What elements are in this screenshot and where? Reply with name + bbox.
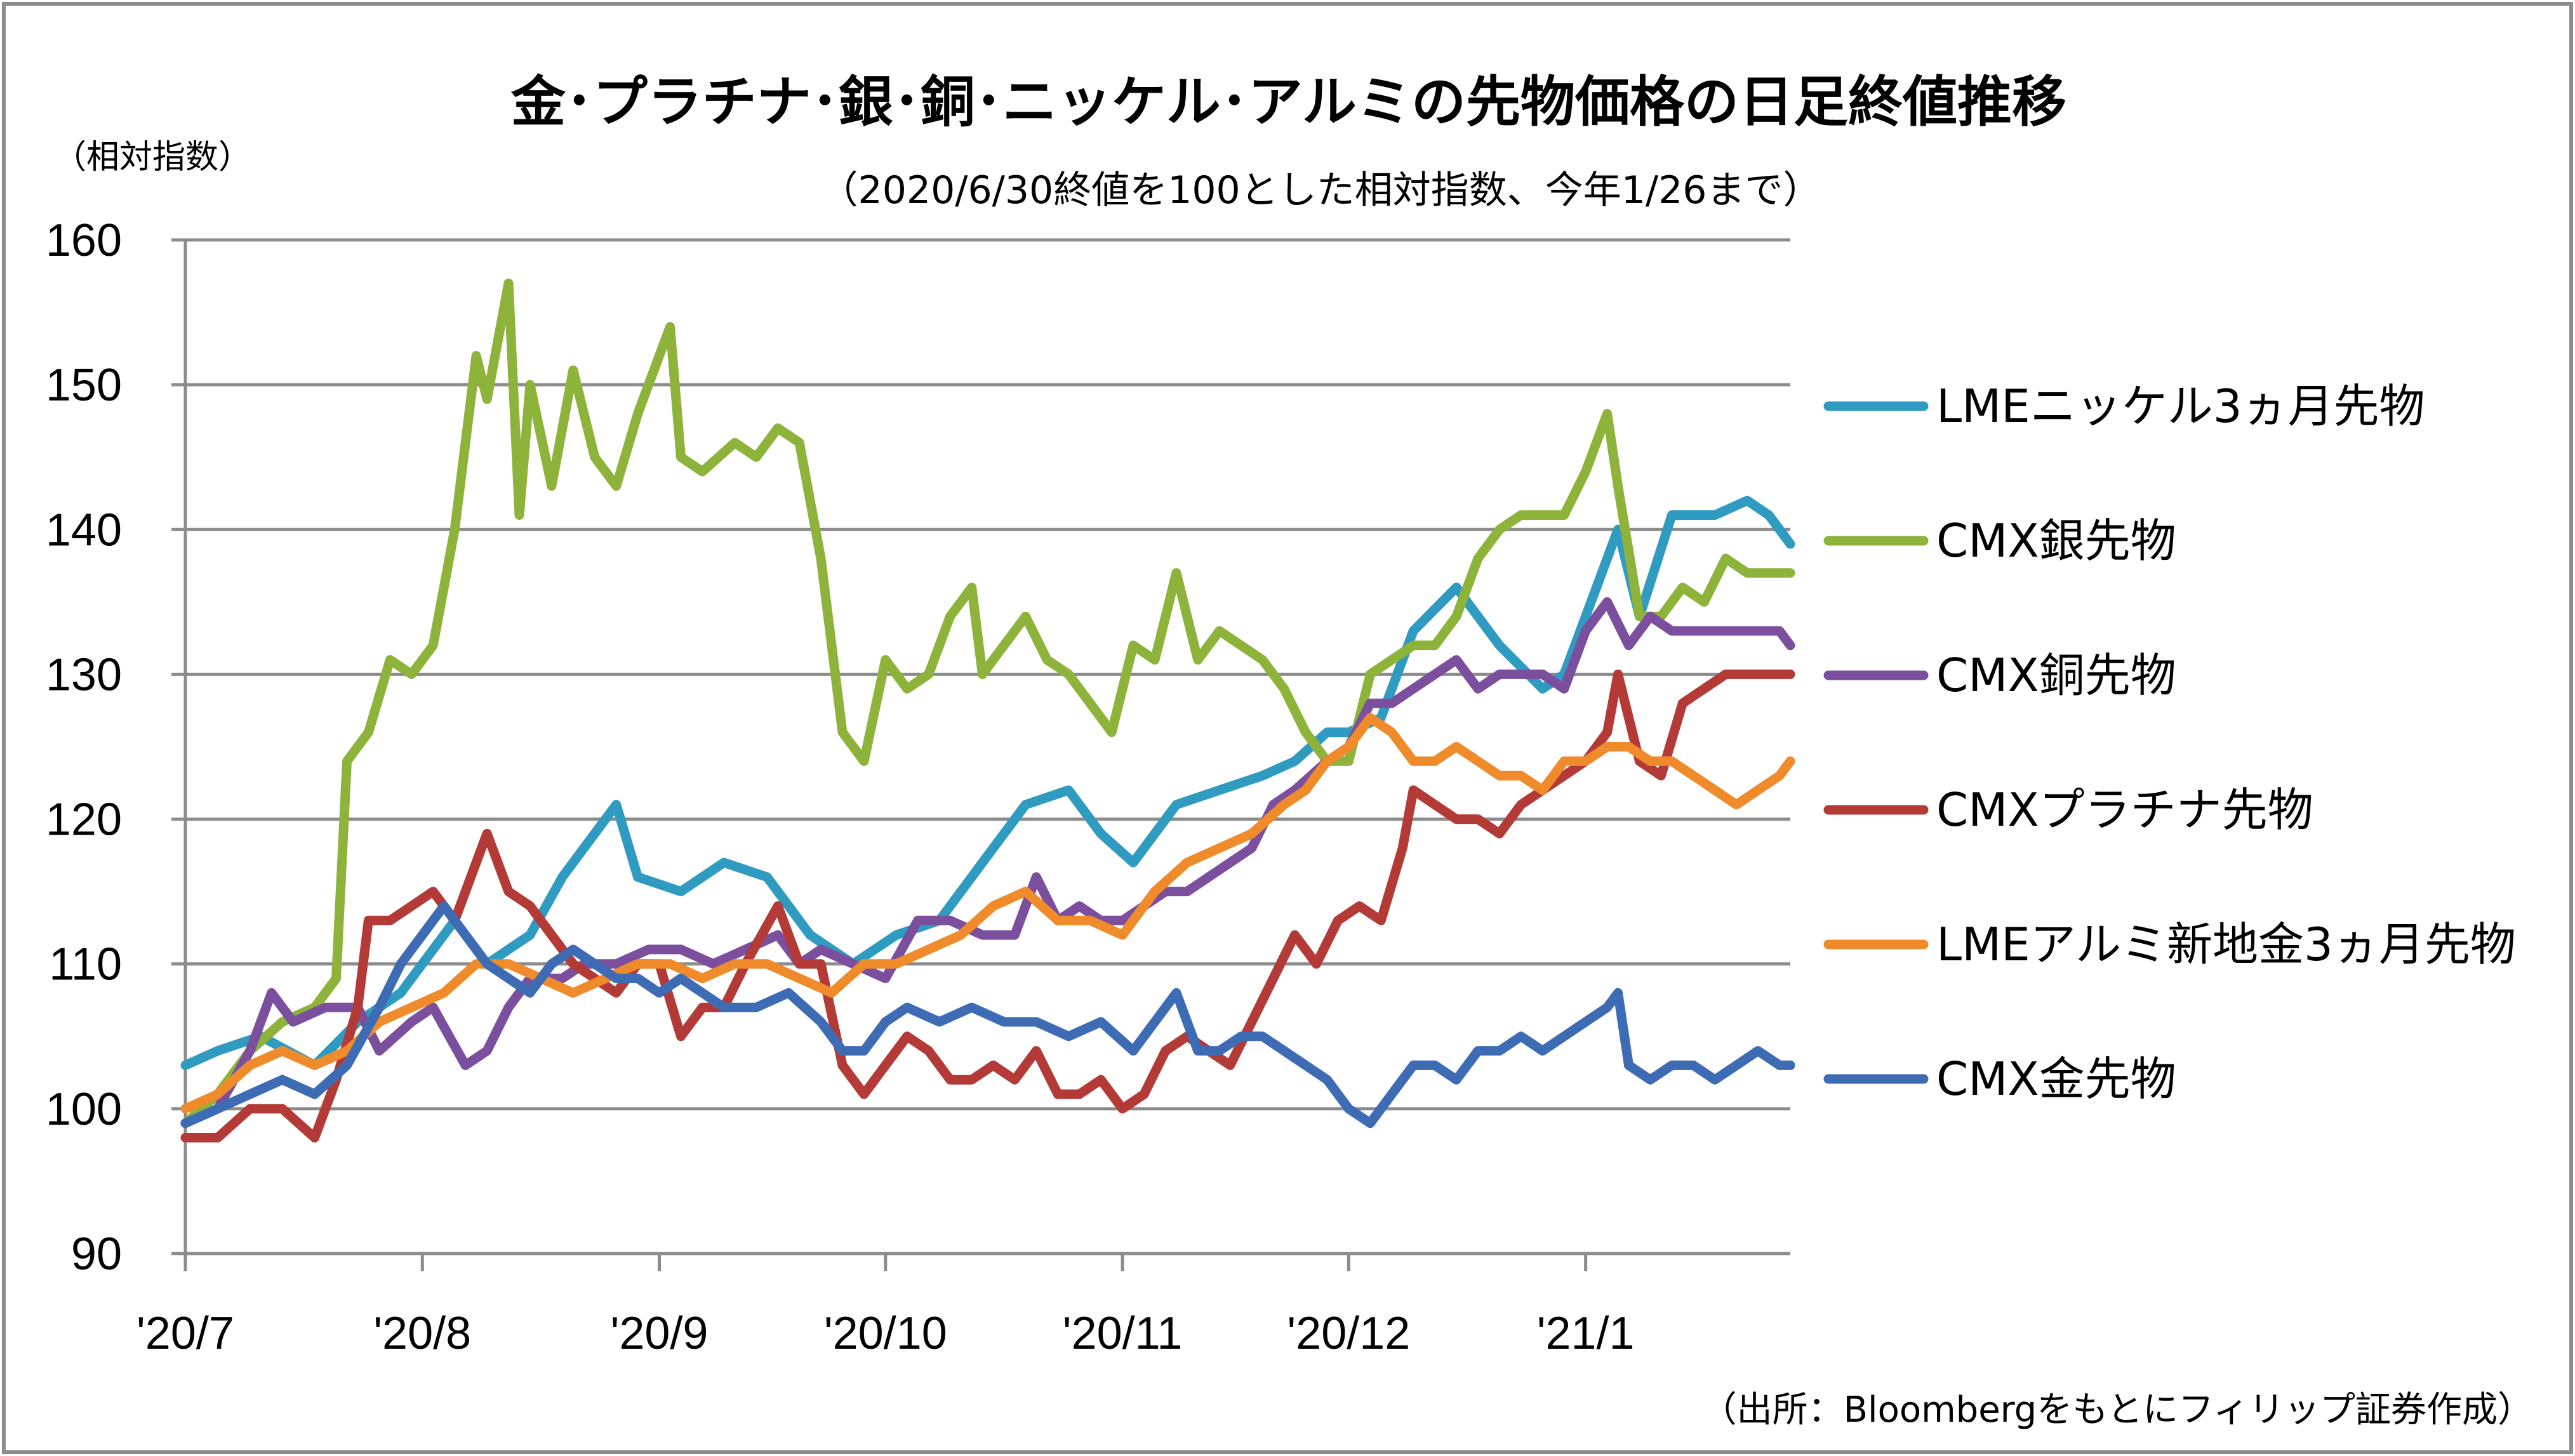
x-tick-label: '20/9 — [611, 1308, 709, 1359]
x-tick-label: '20/12 — [1287, 1308, 1410, 1359]
y-tick-label: 100 — [46, 1084, 122, 1135]
chart-title: 金･プラチナ･銀･銅･ニッケル･アルミの先物価格の日足終値推移 — [510, 70, 2066, 134]
y-tick-label: 130 — [46, 649, 122, 700]
series-line-4 — [180, 669, 1795, 1142]
source-note: （出所：Bloombergをもとにフィリップ証券作成） — [1701, 1389, 2533, 1431]
y-tick-label: 160 — [46, 215, 122, 266]
x-tick-label: '20/10 — [824, 1308, 947, 1359]
legend-label: LMEニッケル3ヵ月先物 — [1936, 380, 2425, 433]
y-tick-label: 90 — [71, 1229, 122, 1280]
y-tick-labels: 90 100 110 120 130 140 150 160 — [46, 215, 122, 1280]
x-tick-label: '20/11 — [1063, 1308, 1183, 1359]
legend-label: CMX銀先物 — [1936, 514, 2176, 567]
series-line-5 — [180, 713, 1795, 1114]
y-tick-label: 120 — [46, 795, 122, 845]
x-tick-label: '20/8 — [373, 1308, 471, 1359]
x-tick-labels: '20/7 '20/8 '20/9 '20/10 '20/11 '20/12 '21/1 — [136, 1308, 1635, 1359]
series-line-3 — [180, 597, 1795, 1128]
legend-label: CMX金先物 — [1936, 1052, 2176, 1106]
y-tick-label: 150 — [46, 360, 122, 411]
y-axis-label: （相対指数） — [53, 138, 251, 176]
legend-label: CMX銅先物 — [1936, 649, 2176, 702]
axes — [171, 238, 1790, 1271]
legend: LMEニッケル3ヵ月先物 CMX銀先物 CMX銅先物 CMXプラチナ先物 LMEアルミ新… — [1823, 380, 2516, 1106]
series-lines — [180, 278, 1795, 1142]
series-line-6 — [180, 901, 1795, 1128]
y-tick-label: 140 — [46, 505, 122, 555]
chart-subtitle: （2020/6/30終値を100とした相対指数、今年1/26まで） — [820, 168, 1821, 213]
legend-label: LMEアルミ新地金3ヵ月先物 — [1936, 918, 2516, 971]
series-line-2 — [180, 278, 1795, 1128]
x-tick-label: '20/7 — [136, 1308, 234, 1359]
x-tick-label: '21/1 — [1537, 1308, 1635, 1359]
legend-label: CMXプラチナ先物 — [1936, 783, 2313, 837]
y-tick-label: 110 — [49, 939, 122, 990]
